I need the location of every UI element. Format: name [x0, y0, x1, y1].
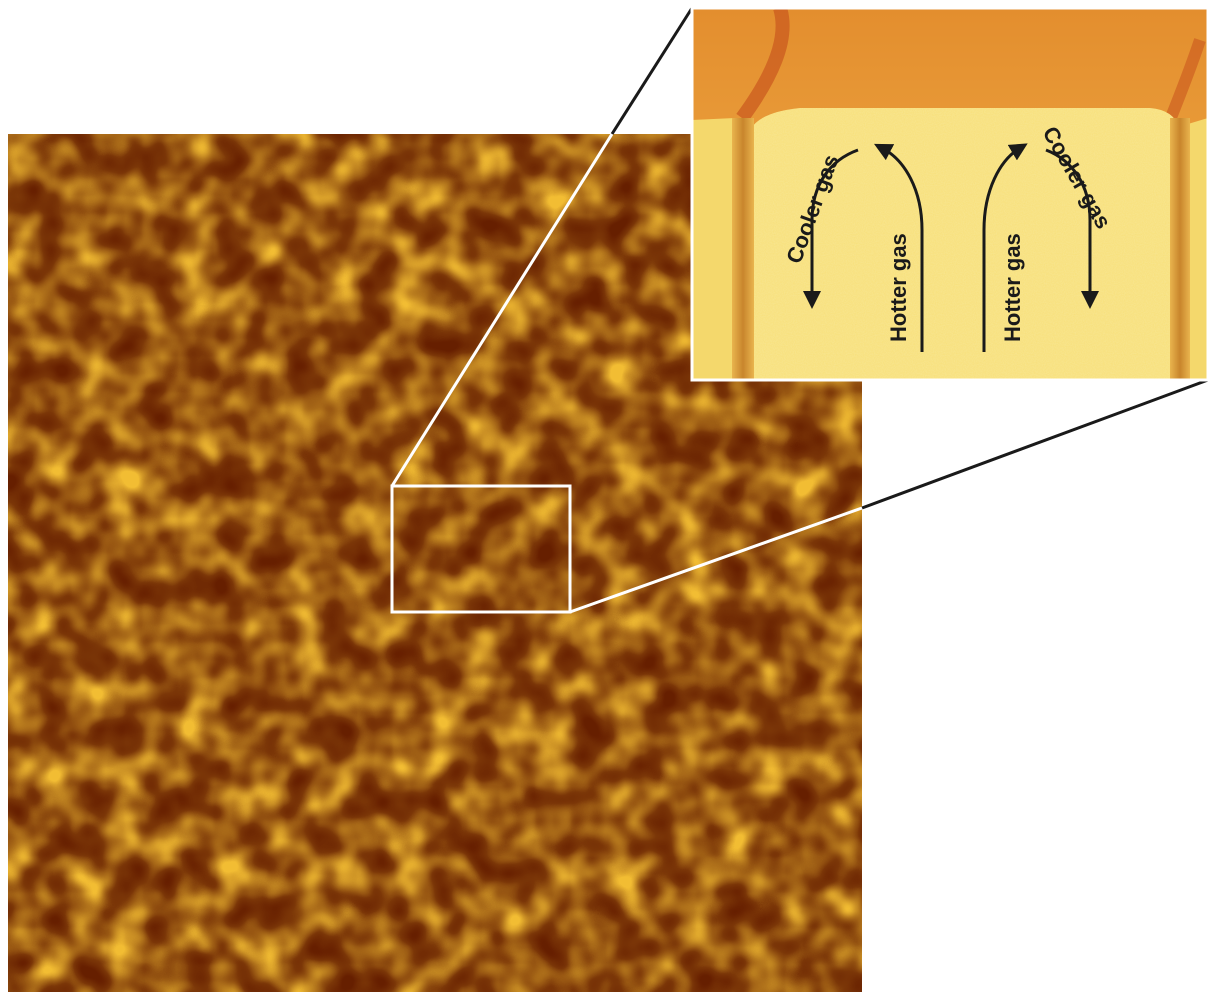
flow-arrows [803, 143, 1099, 352]
label-hotter-gas-right: Hotter gas [1000, 233, 1025, 342]
curved-arrow-icon [803, 148, 859, 309]
zoom-leader-lines [610, 7, 1209, 510]
zoom-leader-lines-on-image [390, 133, 863, 614]
convection-cell-inset [692, 8, 1208, 380]
label-hotter-gas-left: Hotter gas [886, 233, 911, 342]
inset-frame [690, 6, 1210, 382]
zoom-region-frame [390, 484, 572, 614]
curved-arrow-icon [1045, 148, 1099, 309]
curved-arrow-icon [982, 143, 1028, 352]
curved-arrow-icon [874, 143, 924, 352]
